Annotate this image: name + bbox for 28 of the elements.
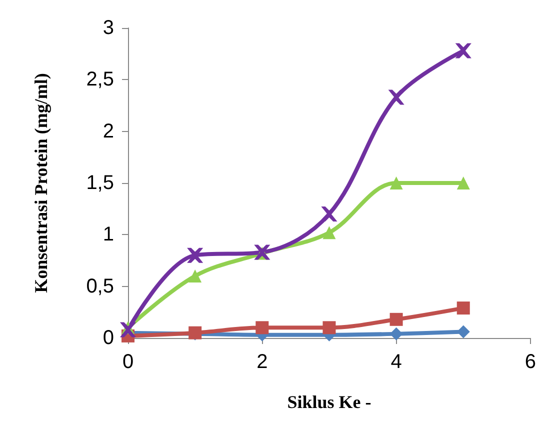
y-tick-label: 1 <box>102 224 114 246</box>
point <box>188 270 202 282</box>
y-axis-title: Konsentrasi Protein (mg/ml) <box>31 73 51 293</box>
y-tick-label: 0 <box>102 327 114 349</box>
point <box>388 90 404 105</box>
y-tick-label: 3 <box>102 17 114 39</box>
point <box>456 302 470 315</box>
point <box>390 312 403 326</box>
point <box>456 176 470 190</box>
point <box>322 321 336 334</box>
point <box>188 248 203 263</box>
point <box>390 176 403 190</box>
x-tick-label: 6 <box>524 351 536 373</box>
point <box>390 327 403 340</box>
point <box>322 226 336 240</box>
x-axis-title: Siklus Ke - <box>287 392 372 412</box>
y-tick-label: 2 <box>102 120 114 142</box>
point <box>322 206 337 222</box>
y-tick-label: 1,5 <box>86 172 114 194</box>
y-tick-label: 2,5 <box>86 68 114 91</box>
point <box>456 325 470 338</box>
x-tick-label: 4 <box>390 351 402 373</box>
point <box>456 43 471 58</box>
x-tick-label: 2 <box>256 351 268 373</box>
y-tick-label: 0,5 <box>86 275 114 298</box>
point <box>256 321 269 334</box>
point <box>120 322 136 338</box>
x-tick-label: 0 <box>122 351 134 373</box>
